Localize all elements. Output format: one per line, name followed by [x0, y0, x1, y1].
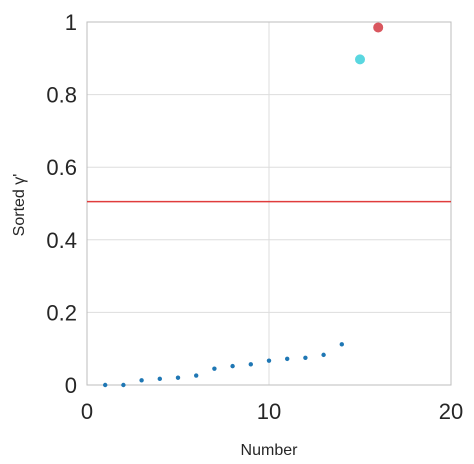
x-tick-labels: 0 10 20 — [81, 399, 463, 424]
data-point — [355, 54, 365, 65]
data-point — [266, 358, 272, 363]
data-point — [157, 376, 162, 382]
grid — [86, 21, 452, 386]
data-point — [175, 375, 181, 380]
data-point — [373, 22, 384, 33]
data-point — [139, 378, 144, 383]
x-axis-title: Number — [241, 442, 299, 459]
plot-frame — [86, 21, 452, 386]
x-tick-label: 10 — [257, 399, 281, 424]
data-point — [285, 356, 290, 362]
y-tick-labels: 0 0.2 0.4 0.6 0.8 1 — [46, 10, 77, 398]
data-point — [339, 342, 344, 347]
data-point — [212, 366, 217, 371]
x-tick-label: 20 — [439, 399, 463, 424]
data-point — [121, 382, 126, 388]
data-point — [194, 373, 199, 378]
data-point — [248, 362, 253, 367]
y-tick-label: 0.6 — [46, 155, 77, 180]
y-tick-label: 0.8 — [46, 83, 77, 108]
y-tick-label: 1 — [65, 10, 77, 35]
points-layer — [103, 22, 384, 388]
data-point — [303, 355, 308, 360]
y-tick-label: 0.4 — [46, 228, 77, 253]
y-tick-label: 0.2 — [46, 300, 77, 325]
x-tick-label: 0 — [81, 399, 93, 424]
data-point — [321, 352, 326, 358]
data-point — [103, 382, 108, 388]
y-tick-label: 0 — [65, 373, 77, 398]
y-axis-title: Sorted γ' — [11, 174, 28, 237]
data-point — [230, 363, 235, 369]
